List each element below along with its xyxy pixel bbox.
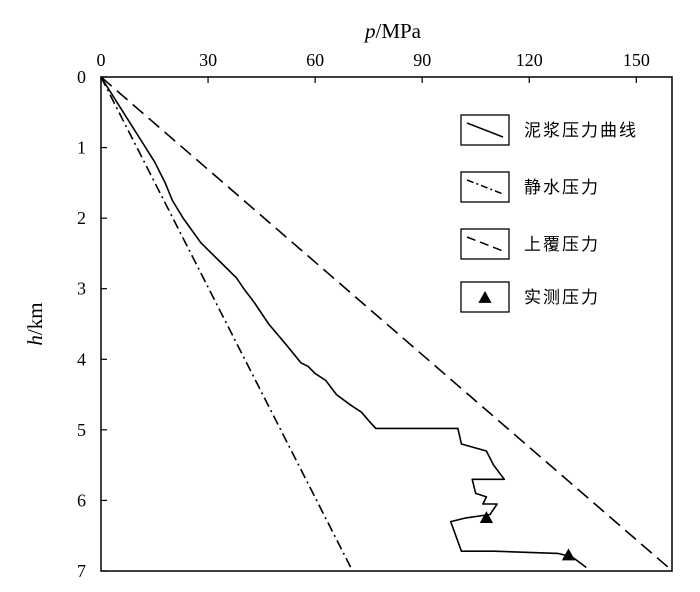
x-axis-label: p/MPa (363, 19, 422, 43)
legend-swatch-box (460, 171, 510, 203)
y-tick-label: 3 (77, 279, 86, 299)
y-tick-labels: 0 1 2 3 4 5 6 7 (77, 67, 86, 581)
y-tick-label: 6 (77, 490, 86, 510)
mud-pressure-line (100, 76, 587, 569)
legend-label: 泥浆压力曲线 (524, 121, 638, 141)
series-layer (100, 76, 669, 569)
hydrostatic-pressure-line (100, 76, 352, 568)
legend-line-sample (466, 179, 504, 195)
legend-label: 上覆压力 (524, 235, 600, 255)
y-tick-label: 4 (77, 349, 86, 369)
legend-swatch-box (460, 114, 510, 146)
legend-triangle-icon (478, 291, 492, 303)
x-tick-label: 0 (97, 50, 106, 70)
legend-swatch-box (460, 281, 510, 313)
legend-line-sample (466, 236, 504, 252)
overburden-pressure-line (100, 76, 669, 569)
x-tick-label: 150 (623, 50, 650, 70)
y-tick-label: 5 (77, 420, 86, 440)
y-axis-label: h/km (23, 302, 47, 345)
y-tick-label: 7 (77, 561, 86, 581)
axis-ticks (100, 76, 637, 572)
x-tick-label: 90 (413, 50, 431, 70)
legend-line-sample (466, 122, 504, 138)
x-tick-labels: 0 30 60 90 120 150 (97, 50, 650, 70)
measured-pressure-marker (561, 548, 576, 561)
legend-label: 实测压力 (524, 288, 600, 308)
legend-label: 静水压力 (524, 178, 600, 198)
plot-frame (100, 76, 673, 572)
x-tick-label: 60 (306, 50, 324, 70)
legend-swatch-box (460, 228, 510, 260)
marker-layer (479, 511, 576, 561)
y-tick-label: 1 (77, 138, 86, 158)
x-tick-label: 120 (516, 50, 543, 70)
y-tick-label: 0 (77, 67, 86, 87)
y-tick-label: 2 (77, 208, 86, 228)
x-tick-label: 30 (199, 50, 217, 70)
measured-pressure-marker (479, 511, 494, 523)
